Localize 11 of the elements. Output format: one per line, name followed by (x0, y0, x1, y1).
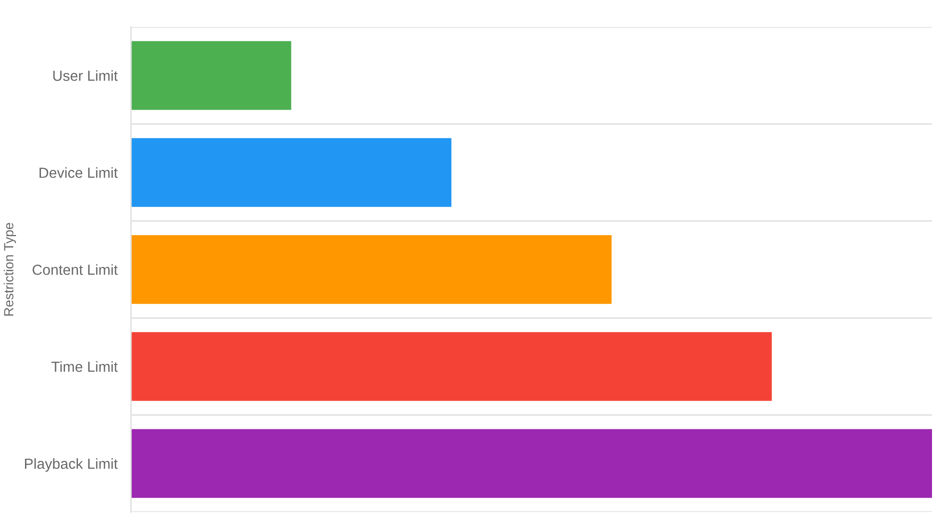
y-tick-label: Time Limit (51, 361, 118, 372)
bar (131, 332, 772, 401)
bar (131, 235, 612, 304)
bar (131, 41, 292, 110)
y-tick-label: User Limit (53, 70, 118, 81)
y-axis-title: Restriction Type (4, 222, 16, 316)
y-tick-label: Playback Limit (24, 458, 118, 472)
y-tick-label: Device Limit (40, 167, 118, 178)
bar (131, 138, 452, 207)
y-tick-label: Content Limit (32, 264, 118, 275)
bar (131, 429, 932, 498)
